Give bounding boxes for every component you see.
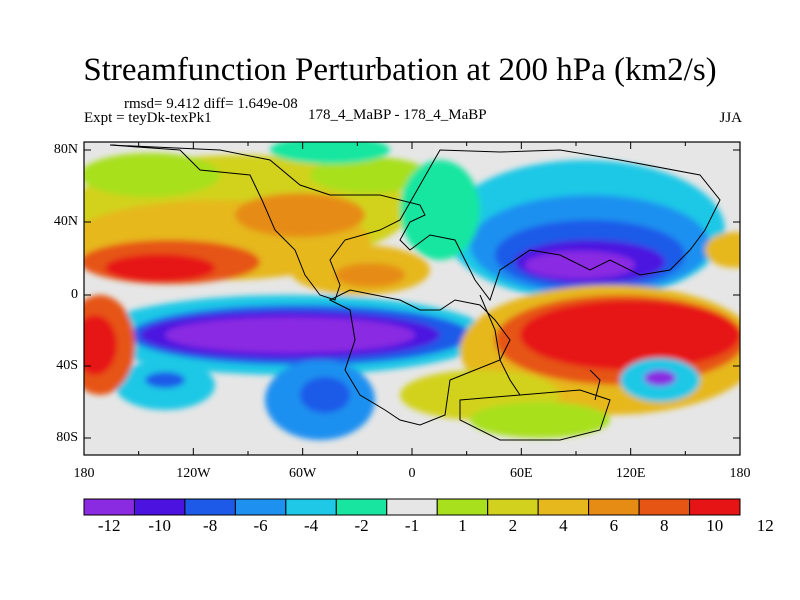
- colorbar-label-9: 4: [559, 516, 568, 535]
- season-label: JJA: [719, 110, 742, 126]
- colorbar-boxes: [83, 498, 741, 516]
- lon-label-1: 120W: [176, 466, 211, 481]
- lat-label-2: 0: [71, 287, 78, 302]
- rmsd-diff-stats: rmsd= 9.412 diff= 1.649e-08: [124, 96, 298, 112]
- positive-region: [105, 254, 215, 282]
- negative-region: [644, 370, 676, 386]
- colorbar-box-11: [638, 498, 691, 516]
- colorbar-label-0: -12: [97, 516, 121, 535]
- colorbar-label-11: 8: [660, 516, 669, 535]
- axis-ticks: [83, 142, 741, 455]
- positive-region: [335, 263, 405, 287]
- lon-label-2: 60W: [289, 466, 317, 481]
- lat-label-3: 40S: [56, 358, 78, 373]
- colorbar-label-1: -10: [148, 516, 172, 535]
- lon-label-4: 60E: [510, 466, 533, 481]
- colorbar-label-8: 2: [508, 516, 518, 535]
- plot-title: Streamfunction Perturbation at 200 hPa (…: [83, 52, 717, 88]
- colorbar-label-4: -4: [303, 516, 319, 535]
- colorbar-box-7: [436, 498, 489, 516]
- colorbar-box-4: [285, 498, 337, 516]
- experiment-label: Expt = teyDk-texPk1: [84, 110, 212, 126]
- colorbar-box-9: [537, 498, 590, 516]
- lon-label-3: 0: [408, 466, 416, 481]
- southern-continents: [328, 289, 511, 426]
- colorbar-label-2: -8: [203, 516, 218, 535]
- positive-region: [470, 402, 610, 438]
- lon-label-6: 180: [729, 466, 751, 481]
- colorbar-box-6: [386, 498, 438, 516]
- colorbar-box-8: [487, 498, 539, 516]
- positive-region: [84, 315, 117, 375]
- positive-region: [705, 232, 740, 268]
- lat-label-4: 80S: [56, 430, 78, 445]
- coastlines: [109, 144, 721, 441]
- negative-region: [270, 142, 390, 164]
- positive-region: [84, 153, 220, 197]
- colorbar-box-0: [83, 498, 135, 516]
- coastline-segment: [479, 294, 521, 396]
- colorbar-label-7: 1: [458, 516, 467, 535]
- lat-label-0: 80N: [53, 142, 78, 157]
- colorbar-label-12: 10: [706, 516, 724, 535]
- positive-region: [310, 157, 430, 193]
- lat-label-1: 40N: [53, 214, 78, 229]
- colorbar-label-3: -6: [253, 516, 268, 535]
- antarctic-coast: [459, 389, 611, 441]
- colorbar-box-1: [133, 498, 186, 516]
- field-layer: [84, 142, 740, 455]
- colorbar-box-10: [588, 498, 640, 516]
- colorbar-label-6: -1: [404, 516, 420, 535]
- lon-label-0: 180: [73, 466, 95, 481]
- case-label: 178_4_MaBP - 178_4_MaBP: [308, 107, 487, 123]
- colorbar-box-12: [689, 498, 741, 516]
- colorbar-label-10: 6: [609, 516, 619, 535]
- coastline-segment: [589, 369, 601, 401]
- lon-label-5: 120E: [615, 466, 646, 481]
- positive-region: [235, 193, 365, 237]
- negative-region: [145, 372, 185, 388]
- colorbar-box-3: [234, 498, 287, 516]
- northern-continents: [109, 144, 721, 302]
- colorbar-box-5: [335, 498, 388, 516]
- negative-region: [300, 377, 350, 413]
- colorbar-label-13: 12: [756, 516, 774, 535]
- colorbar-box-2: [184, 498, 236, 516]
- colorbar-label-5: -2: [354, 516, 369, 535]
- positive-region: [520, 300, 740, 370]
